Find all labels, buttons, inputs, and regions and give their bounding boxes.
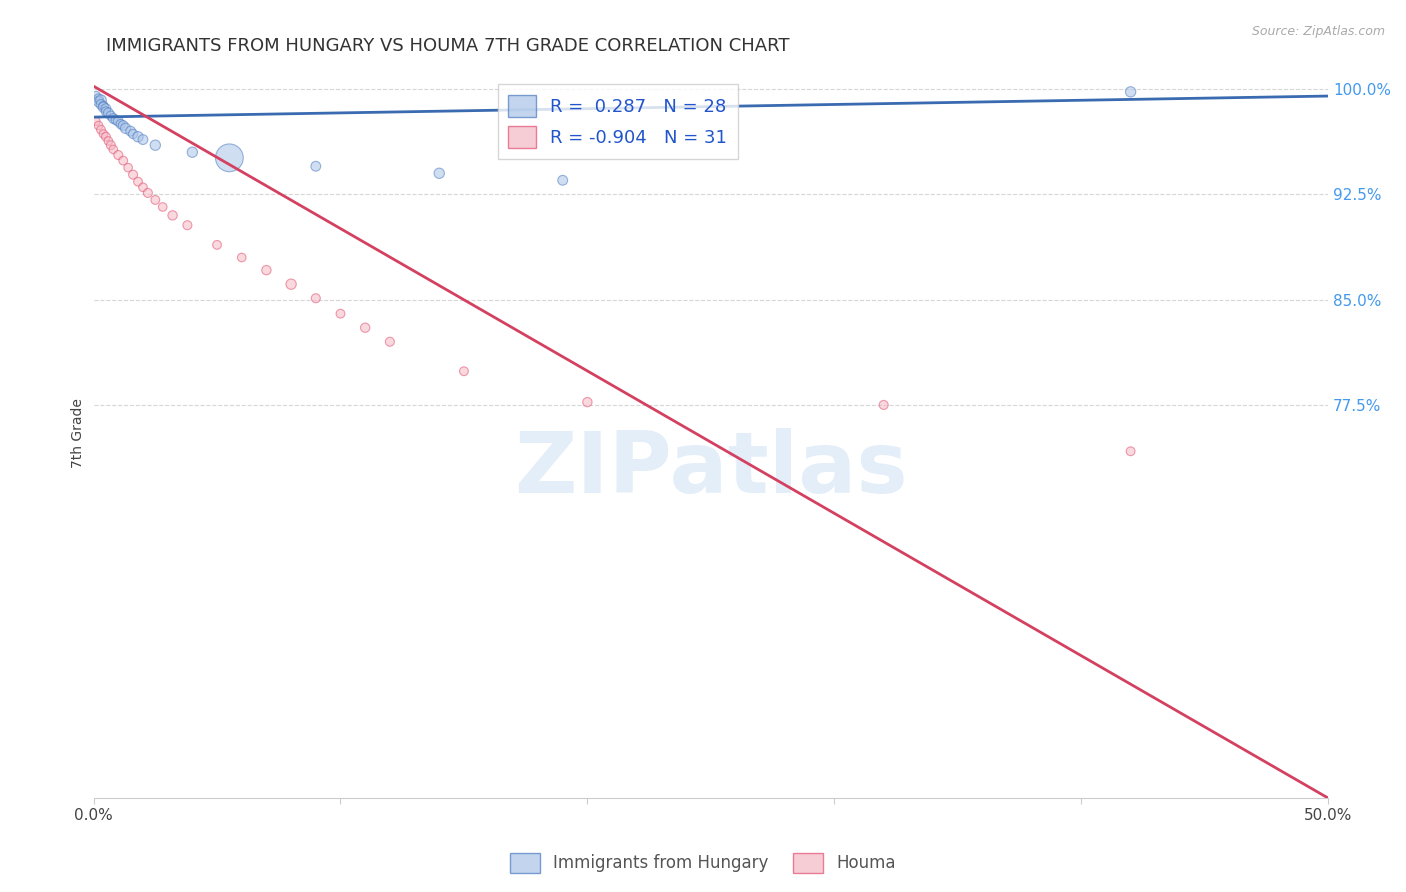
Point	[152, 200, 174, 214]
Point	[122, 168, 145, 182]
Point	[93, 127, 115, 141]
Point	[94, 102, 117, 116]
Point	[104, 112, 127, 127]
Legend: R =  0.287   N = 28, R = -0.904   N = 31: R = 0.287 N = 28, R = -0.904 N = 31	[498, 85, 738, 159]
Point	[114, 121, 136, 136]
Point	[110, 117, 132, 131]
Point	[427, 166, 450, 180]
Point	[231, 251, 253, 265]
Point	[87, 119, 110, 133]
Point	[873, 398, 896, 412]
Legend: Immigrants from Hungary, Houma: Immigrants from Hungary, Houma	[503, 847, 903, 880]
Point	[176, 218, 198, 232]
Point	[94, 104, 117, 119]
Point	[305, 159, 328, 173]
Point	[305, 291, 328, 305]
Point	[122, 127, 145, 141]
Point	[181, 145, 204, 160]
Point	[117, 161, 139, 175]
Point	[127, 129, 149, 144]
Point	[90, 93, 112, 107]
Point	[218, 151, 240, 165]
Point	[90, 97, 112, 112]
Y-axis label: 7th Grade: 7th Grade	[72, 398, 86, 468]
Point	[84, 89, 107, 103]
Text: Source: ZipAtlas.com: Source: ZipAtlas.com	[1251, 25, 1385, 38]
Point	[354, 320, 377, 334]
Point	[103, 142, 125, 156]
Point	[97, 134, 120, 148]
Point	[1119, 85, 1142, 99]
Point	[143, 138, 166, 153]
Point	[551, 173, 574, 187]
Point	[87, 95, 110, 109]
Point	[112, 119, 135, 133]
Point	[87, 92, 110, 106]
Point	[93, 99, 115, 113]
Text: IMMIGRANTS FROM HUNGARY VS HOUMA 7TH GRADE CORRELATION CHART: IMMIGRANTS FROM HUNGARY VS HOUMA 7TH GRA…	[105, 37, 789, 55]
Point	[100, 109, 122, 123]
Point	[107, 148, 129, 162]
Point	[136, 186, 159, 200]
Point	[127, 175, 149, 189]
Point	[453, 364, 475, 378]
Point	[97, 106, 120, 120]
Point	[378, 334, 401, 349]
Point	[254, 263, 277, 277]
Point	[100, 138, 122, 153]
Point	[120, 124, 142, 138]
Point	[84, 114, 107, 128]
Point	[103, 112, 125, 126]
Text: ZIPatlas: ZIPatlas	[515, 428, 908, 511]
Point	[93, 100, 115, 114]
Point	[1119, 444, 1142, 458]
Point	[329, 307, 352, 321]
Point	[112, 153, 135, 168]
Point	[143, 193, 166, 207]
Point	[162, 208, 184, 222]
Point	[107, 114, 129, 128]
Point	[576, 395, 599, 409]
Point	[90, 122, 112, 136]
Point	[205, 238, 228, 252]
Point	[132, 180, 155, 194]
Point	[280, 277, 302, 292]
Point	[132, 132, 155, 146]
Point	[94, 129, 117, 144]
